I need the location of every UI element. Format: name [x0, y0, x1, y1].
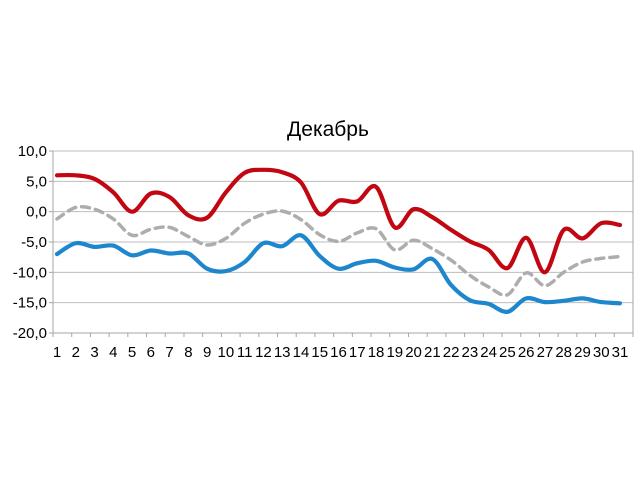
x-axis-label: 17	[349, 344, 366, 361]
x-axis-label: 22	[443, 344, 460, 361]
y-axis-label: -10,0	[13, 264, 47, 281]
x-axis-label: 25	[499, 344, 516, 361]
x-axis-label: 16	[330, 344, 347, 361]
x-axis-labels: 1 2 3 4 5 6 7 8 9 10 11 12 13 14 15 16 17 18 19 20 21 22 23 24 2…	[53, 344, 629, 361]
y-axis-label: 0,0	[26, 204, 47, 221]
gridlines	[53, 150, 633, 304]
x-axis-label: 2	[72, 344, 80, 361]
y-axis-labels: 10,0 5,0 0,0 -5,0 -10,0 -15,0 -20,0	[13, 143, 47, 342]
axes	[49, 150, 634, 337]
series-blue-line	[54, 233, 623, 314]
x-axis-label: 20	[405, 344, 422, 361]
x-axis-label: 21	[424, 344, 441, 361]
x-axis-label: 10	[218, 344, 235, 361]
x-axis-label: 11	[237, 344, 253, 361]
x-axis-label: 24	[480, 344, 497, 361]
x-axis-label: 28	[555, 344, 572, 361]
y-axis-label: -15,0	[13, 295, 47, 312]
x-axis-label: 1	[53, 344, 61, 361]
x-axis-label: 26	[518, 344, 535, 361]
x-axis-label: 29	[574, 344, 591, 361]
series-gray-dashed-line	[55, 204, 622, 297]
x-axis-label: 18	[368, 344, 385, 361]
x-axis-label: 6	[147, 344, 155, 361]
y-axis-label: 5,0	[26, 173, 47, 190]
x-axis-label: 19	[386, 344, 403, 361]
y-axis-label: 10,0	[18, 143, 47, 160]
x-axis-label: 15	[311, 344, 328, 361]
y-axis-label: -5,0	[21, 234, 47, 251]
data-series	[54, 167, 623, 314]
chart-title: Декабрь	[287, 118, 369, 141]
x-axis-label: 30	[593, 344, 610, 361]
x-axis-label: 8	[184, 344, 192, 361]
x-axis-label: 3	[90, 344, 98, 361]
y-axis-label: -20,0	[13, 325, 47, 342]
x-axis-label: 12	[255, 344, 272, 361]
x-axis-label: 4	[109, 344, 117, 361]
x-axis-label: 31	[612, 344, 629, 361]
x-axis-label: 13	[274, 344, 291, 361]
x-axis-label: 5	[128, 344, 136, 361]
x-axis-label: 14	[293, 344, 310, 361]
x-axis-label: 27	[537, 344, 554, 361]
x-axis-label: 9	[203, 344, 211, 361]
x-axis-label: 7	[165, 344, 173, 361]
series-red-line	[54, 167, 623, 275]
x-axis-label: 23	[462, 344, 479, 361]
